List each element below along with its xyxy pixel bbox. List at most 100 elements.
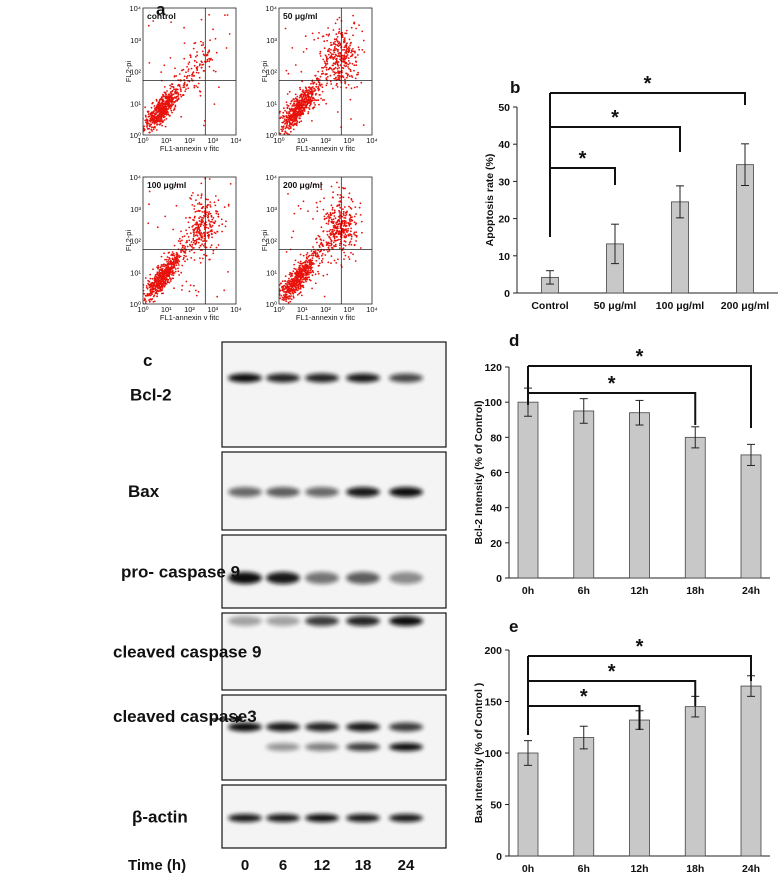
flow-dot <box>164 108 167 110</box>
flow-dot <box>297 287 300 290</box>
flow-dot <box>345 29 348 32</box>
flow-dot <box>344 228 347 231</box>
flow-dot <box>193 259 196 261</box>
flow-dot <box>355 231 358 234</box>
flow-dot <box>346 54 349 56</box>
flow-dot <box>163 276 166 279</box>
y-tick-label: 40 <box>490 503 502 515</box>
y-tick-label: 20 <box>490 538 502 550</box>
flow-dot <box>174 105 177 108</box>
flow-dot <box>310 88 313 91</box>
x-tick-label: 6h <box>578 585 590 597</box>
flow-dot <box>339 197 341 199</box>
flow-dot <box>319 250 322 253</box>
bar <box>573 410 595 579</box>
flow-dot <box>327 242 330 245</box>
x-tick-label: 10² <box>320 136 331 145</box>
flow-dot <box>170 93 173 95</box>
flow-dot <box>336 55 339 58</box>
flow-dot <box>343 48 346 51</box>
flow-dot <box>140 292 142 294</box>
flow-dot <box>162 95 164 98</box>
flow-dot <box>195 85 198 87</box>
flow-dot <box>351 76 354 78</box>
flow-dot <box>220 218 223 221</box>
flow-dot <box>336 40 339 43</box>
flow-dot <box>178 264 180 266</box>
flow-dot <box>163 64 166 67</box>
flow-dot <box>167 104 170 107</box>
blot-band <box>346 616 380 626</box>
flow-dot <box>169 271 172 274</box>
flow-dot <box>212 28 214 31</box>
flow-dot <box>336 63 339 66</box>
flow-dot <box>164 97 167 100</box>
flow-dot <box>346 47 349 50</box>
flow-dot <box>163 278 166 281</box>
flow-dot <box>195 221 198 224</box>
flow-dot <box>332 29 335 31</box>
flow-dot <box>344 78 346 81</box>
blot-label: pro- caspase 9 <box>121 563 240 582</box>
flow-dot <box>327 250 329 253</box>
flow-dot <box>288 277 290 280</box>
flow-dot <box>356 73 358 76</box>
flow-dot <box>315 99 318 102</box>
flow-dot <box>339 194 342 196</box>
flow-dot <box>286 93 289 95</box>
flow-dot <box>158 281 161 283</box>
y-axis-label: FL2-pi <box>260 230 269 252</box>
flow-dot <box>312 107 314 110</box>
flow-dot <box>350 118 352 120</box>
flow-dot <box>286 124 288 126</box>
flow-dot <box>168 281 171 284</box>
flow-dot <box>199 203 202 206</box>
flow-dot <box>287 281 289 284</box>
flow-dot <box>338 28 341 30</box>
flow-dot <box>194 223 197 226</box>
flow-dot <box>282 121 285 124</box>
flow-dot <box>345 230 348 232</box>
flow-dot <box>322 239 325 242</box>
error-bar <box>546 270 554 285</box>
flow-dot <box>311 90 314 92</box>
flow-dot <box>342 244 345 246</box>
flow-dot <box>299 291 302 294</box>
flow-dot <box>294 259 297 262</box>
flow-dot <box>344 62 347 65</box>
flow-dot <box>314 250 317 252</box>
flow-dot <box>212 217 215 219</box>
flow-dot <box>154 107 156 110</box>
flow-dot <box>158 271 160 274</box>
flow-dot <box>148 115 151 118</box>
flow-dot <box>301 109 304 112</box>
flow-dot <box>134 149 136 151</box>
panel-label: a <box>156 0 166 19</box>
flow-dot <box>181 289 183 291</box>
flow-dot <box>171 111 174 114</box>
flow-dot <box>353 64 356 67</box>
flow-dot <box>318 103 320 106</box>
flow-dot <box>322 72 325 75</box>
flow-dot <box>198 201 201 204</box>
flow-dot <box>200 223 203 226</box>
flow-dot <box>145 118 148 121</box>
flow-dot <box>158 123 161 126</box>
flow-dot <box>337 232 340 235</box>
flow-dot <box>202 244 205 247</box>
flow-dot <box>282 289 285 291</box>
flow-dot <box>314 251 317 254</box>
flow-dot <box>298 283 300 286</box>
flow-dot <box>199 216 202 218</box>
flow-dot <box>336 71 338 74</box>
bar <box>573 737 595 857</box>
flow-dot <box>321 90 324 93</box>
flow-dot <box>165 273 168 275</box>
flow-dot <box>337 42 340 45</box>
flow-dot <box>339 247 341 250</box>
flow-dot <box>347 57 350 59</box>
flow-dot <box>291 114 294 117</box>
x-tick-label: 10⁰ <box>137 136 148 145</box>
flow-dot <box>349 234 352 237</box>
